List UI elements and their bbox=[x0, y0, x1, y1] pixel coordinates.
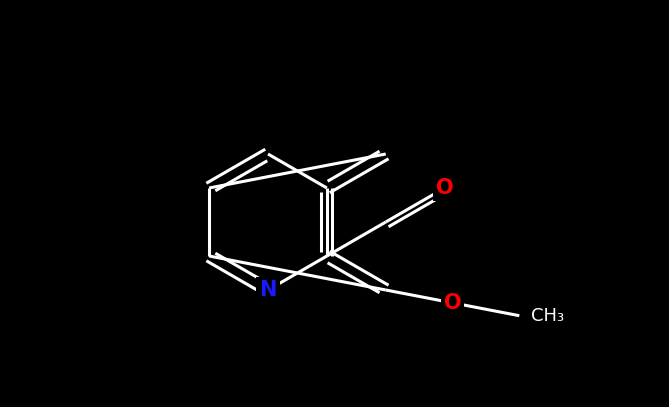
Text: CH₃: CH₃ bbox=[531, 307, 565, 325]
Text: N: N bbox=[260, 280, 277, 300]
Text: O: O bbox=[444, 293, 462, 313]
Text: O: O bbox=[436, 178, 454, 198]
